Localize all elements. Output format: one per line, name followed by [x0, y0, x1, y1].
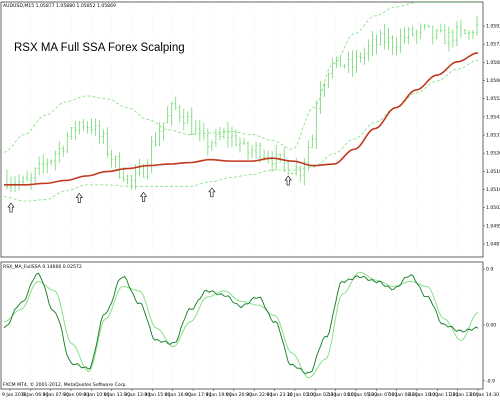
- moving-average-line: [4, 52, 479, 186]
- time-tick-label: 9 Jan 20:30: [226, 392, 252, 398]
- price-tick-label: 1.05680: [486, 60, 500, 66]
- time-tick-label: 9 Jan 17:30: [185, 392, 211, 398]
- time-tick-label: 10 Jan 02:30: [307, 392, 336, 398]
- time-tick-label: 9 Jan 19:00: [205, 392, 231, 398]
- lower-band-line: [3, 59, 479, 202]
- price-tick-label: 1.05105: [486, 187, 500, 193]
- up-arrow-signal: [139, 191, 148, 202]
- price-tick-label: 1.05185: [486, 169, 500, 175]
- price-tick-label: 1.05735: [486, 42, 500, 48]
- up-arrow-signal: [7, 202, 15, 213]
- indicator-fast-line: [3, 272, 479, 375]
- time-tick-label: 9 Jan 06:30: [22, 392, 48, 398]
- price-tick-label: 1.05260: [486, 151, 500, 157]
- indicator-tick-label: -0.9: [486, 378, 495, 384]
- time-tick-label: 9 Jan 16:00: [165, 392, 191, 398]
- indicator-axis: 0.9 0.00 -0.9: [483, 267, 496, 384]
- time-tick-label: 10 Jan 10:00: [409, 392, 438, 398]
- symbol-header: AUDUSD,M15 1.05877 1.05880 1.05852 1.058…: [3, 3, 116, 9]
- time-tick-label: 9 Jan 15:00: [144, 392, 170, 398]
- indicator-slow-line: [3, 271, 479, 379]
- time-tick-label: 10 Jan 08:30: [389, 392, 418, 398]
- price-tick-label: 1.05520: [486, 96, 500, 102]
- chart-title: RSX MA Full SSA Forex Scalping: [14, 42, 185, 54]
- up-arrow-signal: [75, 192, 83, 203]
- time-tick-label: 10 Jan 01:00: [287, 392, 316, 398]
- time-tick-label: 10 Jan 14:30: [470, 392, 499, 398]
- time-tick-label: 9 Jan 13:30: [124, 392, 150, 398]
- time-tick-label: 9 Jan 09:00: [63, 392, 89, 398]
- price-tick-label: 1.05430: [486, 114, 500, 120]
- price-bands: [3, 2, 479, 202]
- indicator-pane-frame: [0, 261, 484, 390]
- time-tick-label: 9 Jan 23:30: [267, 392, 293, 398]
- time-tick-label: 9 Jan 07:30: [43, 392, 69, 398]
- indicator-tick-label: 0.9: [486, 267, 493, 273]
- time-tick-label: 10 Jan 11:30: [429, 392, 458, 398]
- time-tick-label: 9 Jan 10:00: [83, 392, 109, 398]
- price-tick-label: 1.05605: [486, 78, 500, 84]
- time-tick-label: 10 Jan 05:30: [348, 392, 377, 398]
- indicator-lines: [3, 271, 479, 379]
- copyright-footer: FXCM MT4, © 2001-2012, MetaQuotes Softwa…: [3, 381, 127, 388]
- price-tick-label: 1.04950: [486, 223, 500, 229]
- indicator-tick-label: 0.00: [486, 323, 496, 329]
- time-tick-label: 10 Jan 13:00: [450, 392, 479, 398]
- price-tick-label: 1.05930: [486, 24, 500, 30]
- price-tick-label: 1.05025: [486, 205, 500, 211]
- signal-arrows: [7, 175, 292, 213]
- time-tick-label: 10 Jan 07:00: [368, 392, 397, 398]
- price-ma: [4, 52, 479, 186]
- upper-band-line: [3, 2, 478, 153]
- up-arrow-signal: [284, 175, 292, 186]
- time-tick-label: 9 Jan 2013: [2, 392, 27, 398]
- price-axis: 1.05930 1.05735 1.05680 1.05605 1.05520 1.054…: [483, 24, 500, 248]
- price-tick-label: 1.04870: [486, 242, 500, 248]
- time-tick-label: 10 Jan 04:00: [328, 392, 357, 398]
- up-arrow-signal: [208, 187, 216, 198]
- price-tick-label: 1.05310: [486, 133, 500, 139]
- indicator-header: RSX_MA_FullSSA 0.14666 0.02572: [3, 264, 82, 270]
- price-pane-frame: [0, 1, 484, 258]
- time-tick-label: 9 Jan 22:00: [246, 392, 272, 398]
- time-tick-label: 9 Jan 11:30: [104, 392, 130, 398]
